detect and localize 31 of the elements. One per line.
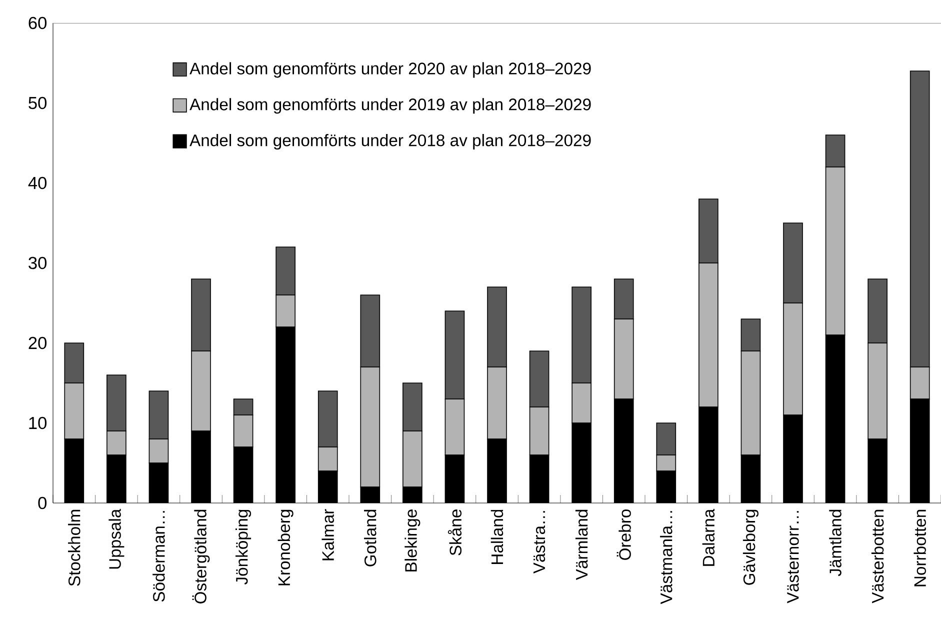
x-tick-label: Blekinge: [404, 510, 420, 572]
y-tick-label: 40: [28, 176, 47, 190]
legend-label: Andel som genomförts under 2019 av plan 2018–2029: [190, 98, 591, 114]
y-tick-label: 30: [28, 256, 47, 270]
x-tick-label: Västra…: [533, 511, 546, 574]
y-tick-label: 10: [29, 416, 47, 430]
x-tick-label: Kalmar: [322, 509, 334, 560]
x-tick-label: Uppsala: [108, 508, 124, 569]
x-tick-label: Gotland: [364, 510, 376, 566]
y-tick-label: 0: [38, 496, 47, 510]
legend-label: Andel som genomförts under 2018 av plan 2018–2029: [190, 134, 591, 150]
x-tick-label: Söderman…: [152, 511, 165, 602]
x-tick-label: Östergötland: [192, 510, 210, 604]
x-tick-label: Värmland: [575, 510, 588, 580]
x-tick-label: Örebro: [616, 510, 631, 560]
x-tick-label: Gävleborg: [742, 510, 758, 585]
y-tick-label: 60: [28, 16, 47, 30]
x-tick-label: Halland: [490, 510, 504, 564]
x-tick-label: Jämtland: [829, 510, 842, 576]
x-tick-label: Västerbotten: [871, 510, 884, 604]
x-tick-label: Jönköping: [236, 510, 252, 585]
x-tick-label: Västmanla…: [660, 511, 672, 604]
x-tick-label: Kronoberg: [278, 510, 294, 586]
x-tick-label: Norrbotten: [914, 510, 926, 586]
x-tick-label: Skåne: [448, 510, 462, 556]
legend-label: Andel som genomförts under 2020 av plan 2018–2029: [190, 62, 591, 78]
y-tick-label: 20: [28, 336, 47, 350]
y-tick-label: 50: [28, 96, 47, 110]
x-tick-label: Västernorr…: [787, 511, 799, 604]
x-tick-label: Stockholm: [68, 510, 80, 586]
x-tick-label: Dalarna: [702, 508, 715, 566]
